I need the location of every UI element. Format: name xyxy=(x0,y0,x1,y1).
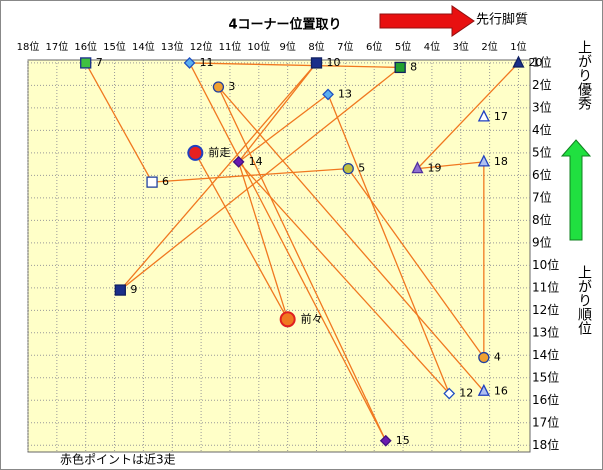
point xyxy=(146,176,158,188)
y-tick-label: 12位 xyxy=(532,302,559,317)
link-line xyxy=(119,66,401,291)
link-line xyxy=(217,86,387,442)
point-label: 17 xyxy=(494,110,508,123)
y-tick-label: 18位 xyxy=(532,437,559,452)
point-label: 10 xyxy=(327,56,341,69)
point xyxy=(477,109,490,122)
x-tick-label: 3位 xyxy=(453,40,469,53)
footnote: 赤色ポイントは近3走 xyxy=(60,453,176,467)
x-tick-label: 14位 xyxy=(132,40,155,53)
point xyxy=(80,57,92,69)
link-line xyxy=(189,62,401,69)
x-tick-label: 18位 xyxy=(17,40,40,53)
y-tick-label: 10位 xyxy=(532,257,559,272)
y-tick-label: 5位 xyxy=(532,144,552,159)
x-tick-label: 1位 xyxy=(510,40,526,53)
x-tick-label: 5位 xyxy=(395,40,411,53)
link-line xyxy=(238,161,450,394)
point xyxy=(477,154,490,167)
y-tick-label: 7位 xyxy=(532,189,552,204)
point-label: 14 xyxy=(249,155,263,168)
point xyxy=(279,311,296,328)
point-label: 18 xyxy=(494,155,508,168)
link-line xyxy=(188,62,387,442)
link-line xyxy=(85,62,153,183)
y-tick-label: 9位 xyxy=(532,234,552,249)
point-label: 16 xyxy=(494,384,508,397)
point-label: 8 xyxy=(410,60,417,73)
point xyxy=(342,162,354,175)
x-tick-label: 7位 xyxy=(337,40,353,53)
y-tick-label: 16位 xyxy=(532,392,559,407)
chart-title: 4コーナー位置取り xyxy=(228,17,341,33)
point-label: 13 xyxy=(338,87,352,100)
link-line xyxy=(238,62,318,163)
point xyxy=(477,383,490,396)
x-tick-label: 9位 xyxy=(279,40,295,53)
x-tick-label: 11位 xyxy=(219,40,242,53)
y-tick-label: 3位 xyxy=(532,99,552,114)
link-line xyxy=(237,161,289,320)
point xyxy=(183,57,196,69)
point xyxy=(212,81,225,93)
arrow-right xyxy=(379,5,475,37)
x-tick-label: 6位 xyxy=(366,40,382,53)
point xyxy=(310,57,323,69)
y-tick-label: 11位 xyxy=(532,279,559,294)
y-tick-label: 13位 xyxy=(532,324,559,339)
y-good-label: 上がり優秀 xyxy=(576,40,592,111)
link-line xyxy=(194,152,289,320)
x-tick-label: 4位 xyxy=(424,40,440,53)
link-line xyxy=(327,94,450,394)
y-tick-label: 4位 xyxy=(532,122,552,137)
point-label: 19 xyxy=(427,162,441,175)
x-tick-label: 13位 xyxy=(161,40,184,53)
x-tick-label: 10位 xyxy=(247,40,270,53)
point xyxy=(114,284,126,296)
x-tick-label: 8位 xyxy=(308,40,324,53)
link-line xyxy=(119,62,317,291)
arrow-label: 先行脚質 xyxy=(476,12,528,28)
y-tick-label: 17位 xyxy=(532,414,559,429)
point-label: 3 xyxy=(228,80,235,93)
point-label: 20 xyxy=(528,56,542,69)
x-tick-label: 16位 xyxy=(74,40,97,53)
x-tick-label: 17位 xyxy=(45,40,68,53)
y-tick-label: 15位 xyxy=(532,369,559,384)
point xyxy=(512,55,525,68)
point-label: 7 xyxy=(96,56,103,69)
point-label: 15 xyxy=(396,434,410,447)
point xyxy=(478,351,490,364)
point-label: 前走 xyxy=(208,145,230,159)
point xyxy=(379,434,392,447)
point-label: 12 xyxy=(459,387,473,400)
link-line xyxy=(217,86,485,392)
x-tick-label: 12位 xyxy=(190,40,213,53)
point-label: 5 xyxy=(358,162,365,175)
y-tick-label: 2位 xyxy=(532,77,552,92)
x-tick-label: 15位 xyxy=(103,40,126,53)
link-line xyxy=(417,161,484,170)
arrow-up xyxy=(560,139,592,241)
point xyxy=(232,155,245,168)
y-tick-label: 6位 xyxy=(532,167,552,182)
point-label: 4 xyxy=(494,351,501,364)
point xyxy=(322,88,334,101)
y-axis-label: 上がり順位 xyxy=(576,265,592,335)
y-tick-label: 14位 xyxy=(532,347,559,362)
y-tick-label: 1位 xyxy=(532,54,552,69)
x-tick-label: 2位 xyxy=(481,40,497,53)
point-label: 6 xyxy=(162,175,169,188)
point xyxy=(443,387,456,400)
point xyxy=(187,144,204,161)
point-label: 11 xyxy=(200,56,214,69)
y-tick-label: 8位 xyxy=(532,212,552,227)
point-label: 前々 xyxy=(301,311,323,325)
point-label: 9 xyxy=(130,283,137,296)
link-line xyxy=(238,93,329,163)
point xyxy=(411,161,424,174)
link-line xyxy=(417,62,519,170)
point xyxy=(394,61,406,74)
